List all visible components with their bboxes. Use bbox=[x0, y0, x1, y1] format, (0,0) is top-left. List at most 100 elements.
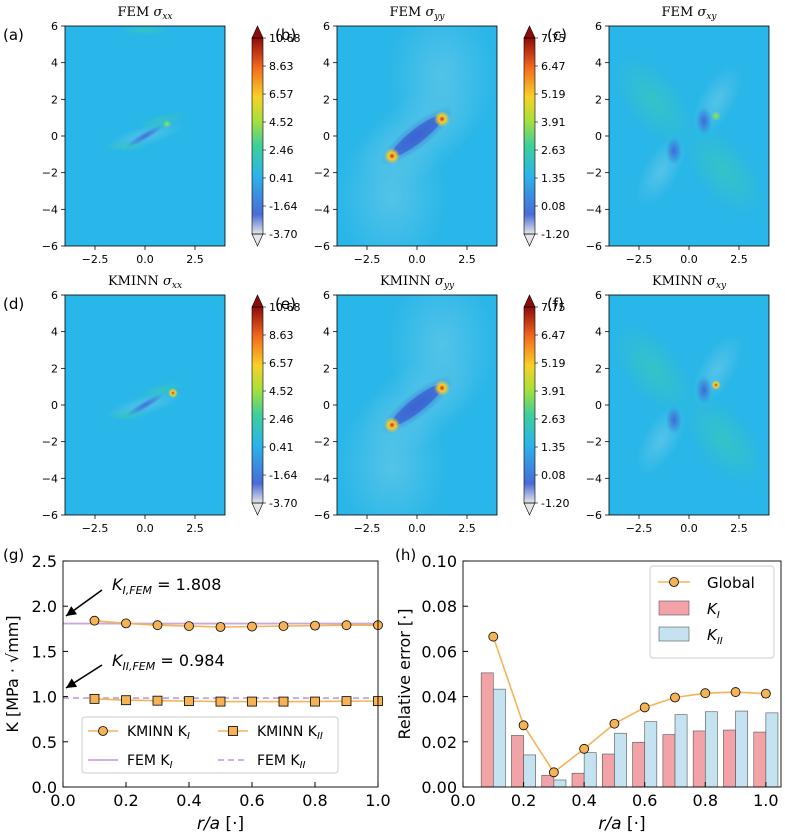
x-tick-label: 0.0 bbox=[450, 791, 475, 810]
colorbar-tick-label: -3.70 bbox=[269, 497, 297, 510]
bar-KII bbox=[674, 714, 688, 788]
bar-KI bbox=[541, 774, 555, 788]
colorbar-tick-label: -1.64 bbox=[269, 200, 297, 213]
colorbar-frame bbox=[251, 37, 264, 235]
colorbar-tick-label: 8.63 bbox=[269, 60, 294, 73]
stress-lobe bbox=[120, 26, 170, 36]
panel-label: (c) bbox=[547, 26, 567, 44]
colorbar-tick-label: -3.70 bbox=[269, 228, 297, 241]
field-plot-area bbox=[337, 295, 497, 515]
y-tick-label: 1.5 bbox=[32, 642, 57, 661]
colorbar-tick-label: 0.41 bbox=[269, 441, 294, 454]
y-tick-label: 2 bbox=[323, 93, 330, 106]
y-tick-label: 4 bbox=[51, 57, 58, 70]
kminn-KI-point bbox=[184, 621, 194, 631]
y-tick-label: 4 bbox=[595, 326, 602, 339]
colorbar-tick-label: 10.68 bbox=[269, 301, 301, 314]
y-tick-label: 6 bbox=[595, 289, 602, 302]
annotation-KII: KII,FEM = 0.984 bbox=[112, 651, 225, 673]
colorbar-tick-label: 0.08 bbox=[541, 200, 566, 213]
colorbar-tick-label: -1.64 bbox=[269, 469, 297, 482]
kminn-KI-point bbox=[310, 620, 320, 631]
global-point bbox=[639, 702, 650, 713]
y-tick-label: 0 bbox=[323, 130, 330, 143]
bar-KII bbox=[492, 688, 506, 788]
x-tick-label: −2.5 bbox=[626, 253, 653, 266]
global-point bbox=[760, 688, 771, 699]
field-title: KMINN σxx bbox=[108, 274, 182, 291]
y-tick-label: 2 bbox=[323, 362, 330, 375]
y-tick-label: 6 bbox=[323, 20, 330, 33]
panel-label: (d) bbox=[3, 295, 24, 313]
plot-frame bbox=[62, 560, 379, 788]
plot-frame bbox=[462, 560, 782, 788]
kminn-KII-point bbox=[152, 695, 163, 706]
x-tick-label: 0.6 bbox=[632, 791, 657, 810]
global-point bbox=[518, 720, 529, 731]
colorbar-tick-label: 10.68 bbox=[269, 32, 301, 45]
field-panel-a: (a) FEM σxx 6 4 2 0 −2 −4 −6 −2.5 0.0 2.5 10.68 8.63 6… bbox=[3, 5, 301, 266]
panel-label: (g) bbox=[3, 546, 24, 564]
bar-KI bbox=[602, 753, 615, 788]
colorbar-tick-label: 6.57 bbox=[269, 357, 294, 370]
field-plot-area bbox=[609, 26, 769, 246]
kminn-KI-point bbox=[247, 621, 257, 632]
colorbar-max-arrow bbox=[523, 294, 536, 308]
colorbar-gradient bbox=[252, 307, 263, 503]
y-tick-label: −4 bbox=[42, 472, 58, 485]
crack-tip bbox=[163, 120, 171, 128]
colorbar-tick-label: 2.46 bbox=[269, 144, 294, 157]
field-panel-d: (d) KMINN σxx 6 4 2 0 −2 −4 −6 −2.5 0.0 2.5 10.68 8.6… bbox=[3, 274, 301, 535]
legend-KII-swatch bbox=[658, 626, 690, 642]
field-title: KMINN σyy bbox=[380, 274, 455, 291]
colorbar-tick-label: 3.91 bbox=[541, 116, 566, 129]
kminn-KI-point bbox=[215, 622, 226, 632]
field-plot-area bbox=[65, 26, 225, 246]
x-tick-label: 0.4 bbox=[176, 791, 201, 810]
y-tick-label: −2 bbox=[586, 167, 602, 180]
kminn-KII-point bbox=[278, 696, 289, 707]
x-tick-label: 2.5 bbox=[730, 253, 748, 266]
x-tick-label: 2.5 bbox=[186, 253, 204, 266]
legend-fem-KI: FEM KI bbox=[127, 753, 173, 771]
colorbar-tick-label: 3.91 bbox=[541, 385, 566, 398]
colorbar-gradient bbox=[524, 38, 535, 234]
kminn-KI-point bbox=[152, 620, 163, 631]
bar-KII bbox=[553, 779, 567, 788]
x-tick-label: 0.0 bbox=[680, 253, 698, 266]
x-tick-label: 0.8 bbox=[302, 791, 327, 810]
colorbar-tick-label: 6.47 bbox=[541, 329, 566, 342]
colorbar-tick-label: 1.35 bbox=[541, 172, 566, 185]
y-tick-label: 2 bbox=[51, 93, 58, 106]
x-tick-label: −2.5 bbox=[354, 253, 381, 266]
x-tick-label: 0.0 bbox=[680, 522, 698, 535]
x-tick-label: 2.5 bbox=[458, 522, 476, 535]
y-tick-label: 6 bbox=[51, 20, 58, 33]
field-title: FEM σxy bbox=[662, 5, 718, 22]
x-tick-label: −2.5 bbox=[82, 253, 109, 266]
colorbar-gradient bbox=[524, 307, 535, 503]
y-tick-label: −2 bbox=[314, 167, 330, 180]
y-tick-label: 0.10 bbox=[421, 552, 457, 571]
x-tick-label: −2.5 bbox=[354, 522, 381, 535]
y-tick-label: 0.02 bbox=[421, 733, 457, 752]
y-tick-label: 2 bbox=[51, 362, 58, 375]
kminn-KII-point bbox=[247, 696, 257, 707]
y-tick-label: 0.04 bbox=[421, 688, 457, 707]
legend: KMINN KI KMINN KII FEM KI FEM KII bbox=[81, 716, 339, 774]
x-tick-label: 2.5 bbox=[730, 522, 748, 535]
legend-kminn-KII-marker bbox=[228, 726, 238, 736]
crack-tip bbox=[711, 380, 721, 390]
bar-KII bbox=[583, 752, 597, 788]
colorbar-min-arrow bbox=[523, 502, 536, 516]
panel-label: (h) bbox=[395, 546, 416, 564]
bar-KI bbox=[662, 734, 676, 788]
bar-KII bbox=[735, 710, 748, 788]
y-tick-label: −2 bbox=[586, 436, 602, 449]
x-tick-label: 0.4 bbox=[571, 791, 596, 810]
crack-zone bbox=[696, 107, 712, 135]
y-tick-label: −6 bbox=[586, 240, 602, 253]
kminn-KI-point bbox=[341, 620, 352, 631]
y-tick-label: −6 bbox=[586, 509, 602, 522]
x-axis-label: r/a [·] bbox=[197, 814, 244, 834]
